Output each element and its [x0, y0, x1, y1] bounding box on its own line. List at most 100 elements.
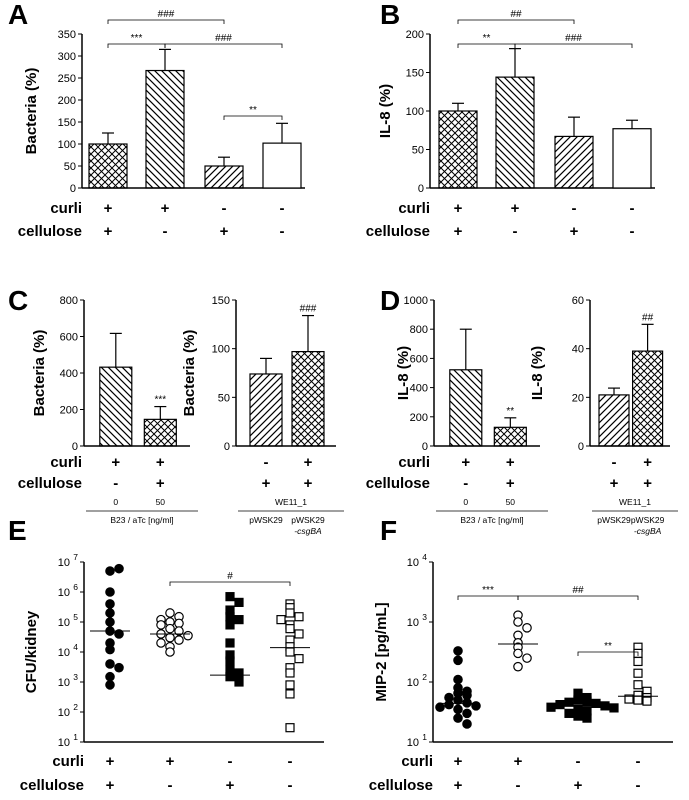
panel-f-point: [582, 696, 592, 706]
panel-c-sub1-group-label: pWSK29: [249, 515, 283, 525]
panel-b-y-tick-label: 0: [418, 183, 424, 195]
panel-e-letter: E: [8, 515, 27, 546]
panel-d-sign: +: [506, 454, 515, 471]
panel-f-point: [642, 696, 652, 706]
panel-c-sub0-significance-label: ***: [154, 395, 166, 406]
panel-d-sub1-group-suffix: -csgBA: [634, 526, 662, 536]
panel-c-sub1-y-label: Bacteria (%): [181, 330, 198, 417]
panel-a-row-label-cellulose: cellulose: [18, 223, 82, 240]
panel-d-sub1-caption: WE11_1: [619, 497, 651, 507]
panel-b-letter: B: [380, 0, 400, 30]
panel-a-y-tick-label: 150: [58, 117, 76, 129]
panel-f-bracket: [577, 651, 639, 656]
panel-a-bracket-label: ###: [215, 33, 232, 44]
panel-f-y-label: MIP-2 [pg/mL]: [373, 602, 390, 701]
panel-c-sub1-group-suffix: -csgBA: [294, 526, 322, 536]
panel-e-y-tick-base: 10: [58, 557, 70, 569]
panel-d-sub0-y-tick-label: 400: [410, 383, 428, 395]
panel-e-point: [105, 680, 115, 690]
panel-d-sub0-significance-label: **: [506, 406, 514, 417]
panel-f-point: [591, 698, 601, 708]
panel-a-bracket-label: ###: [158, 9, 175, 20]
panel-b-y-tick-label: 200: [406, 29, 424, 41]
panel-e-point: [225, 656, 235, 666]
panel-c-sub1-caption: WE11_1: [275, 497, 307, 507]
panel-d-sub0-dose-label: 0: [463, 497, 468, 507]
panel-f-point: [564, 697, 574, 707]
panel-a-sign: -: [280, 200, 285, 217]
panel-b-bar: [612, 128, 652, 189]
panel-b-sign: -: [572, 200, 577, 217]
panel-f-point: [522, 653, 532, 663]
panel-b-bracket: [457, 43, 516, 48]
panel-f-point: [582, 713, 592, 723]
panel-e-point: [183, 630, 193, 641]
panel-e-point: [294, 629, 304, 639]
panel-e-point: [165, 608, 175, 618]
panel-c-sub1-y-tick-label: 50: [218, 392, 230, 404]
panel-e-point: [105, 617, 115, 627]
panel-d-sub0-y-tick-label: 1000: [404, 295, 428, 307]
panel-f-point: [513, 648, 523, 659]
panel-e-point: [285, 608, 295, 618]
panel-f-sign: +: [454, 753, 463, 770]
panel-e-point: [105, 608, 115, 618]
panel-c-sub0-caption: B23 / aTc [ng/ml]: [110, 515, 173, 525]
panel-f-point: [435, 702, 445, 713]
panel-d-sub1-y-label: IL-8 (%): [529, 346, 546, 400]
panel-f-point: [453, 695, 463, 705]
panel-c-sub0-y-tick-label: 800: [60, 295, 78, 307]
panel-f-sign: +: [454, 777, 463, 794]
panel-b-row-label-curli: curli: [398, 200, 430, 217]
panel-a-sign: +: [104, 200, 113, 217]
panel-e-row-label-curli: curli: [52, 753, 84, 770]
panel-f-point: [444, 699, 454, 710]
panel-e-point: [114, 563, 124, 574]
panel-e-point: [276, 615, 286, 625]
panel-e-sign: -: [168, 777, 173, 794]
panel-e-point: [225, 638, 235, 648]
panel-f-y-tick-base: 10: [407, 677, 419, 689]
panel-e-bracket: [169, 581, 291, 586]
panel-e-sign: +: [106, 777, 115, 794]
panel-e-point: [234, 677, 244, 687]
panel-e-point: [285, 668, 295, 678]
panel-e-sign: +: [166, 753, 175, 770]
panel-f-y-tick-exp: 2: [422, 672, 427, 682]
panel-b-sign: +: [511, 200, 520, 217]
panel-e-point: [234, 615, 244, 625]
panel-b-bracket: [457, 19, 575, 24]
panel-d-sub0-y-tick-label: 0: [422, 441, 428, 453]
panel-f-point: [564, 708, 574, 718]
panel-c-sub0-y-tick-label: 0: [72, 441, 78, 453]
panel-c-sign: +: [156, 475, 165, 492]
panel-c-sub1-significance-label: ###: [300, 304, 317, 315]
panel-e-point: [156, 620, 166, 630]
panel-a-y-tick-label: 250: [58, 73, 76, 85]
panel-f-point: [600, 701, 610, 711]
panel-a-bracket-label: ***: [131, 33, 143, 44]
panel-c-sub1-group-label: pWSK29: [291, 515, 325, 525]
panel-f-point: [513, 617, 523, 627]
panel-f-bracket-label: **: [604, 641, 612, 652]
panel-e-point: [165, 647, 175, 657]
panel-f-sign: +: [574, 777, 583, 794]
panel-f-point: [633, 695, 643, 705]
panel-a-sign: +: [220, 223, 229, 240]
panel-f-point: [633, 656, 643, 667]
panel-b-y-label: IL-8 (%): [377, 84, 394, 138]
panel-f-point: [453, 674, 463, 685]
panel-a-bracket: [107, 19, 225, 24]
panel-e-y-tick-exp: 4: [73, 642, 78, 652]
panel-e-point: [165, 632, 175, 643]
panel-c-sub0-bar: [99, 366, 133, 447]
panel-f-point: [633, 668, 643, 678]
panel-d-sign: +: [643, 454, 652, 471]
panel-f-point: [522, 623, 532, 633]
panel-c-sub1-y-tick-label: 100: [212, 344, 230, 356]
panel-d-sub0-y-tick-label: 800: [410, 324, 428, 336]
panel-e-point: [156, 638, 166, 648]
panel-f-bracket-label: ***: [482, 585, 494, 596]
panel-f-letter: F: [380, 515, 397, 546]
